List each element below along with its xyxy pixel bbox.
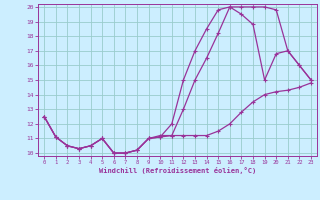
X-axis label: Windchill (Refroidissement éolien,°C): Windchill (Refroidissement éolien,°C)	[99, 167, 256, 174]
